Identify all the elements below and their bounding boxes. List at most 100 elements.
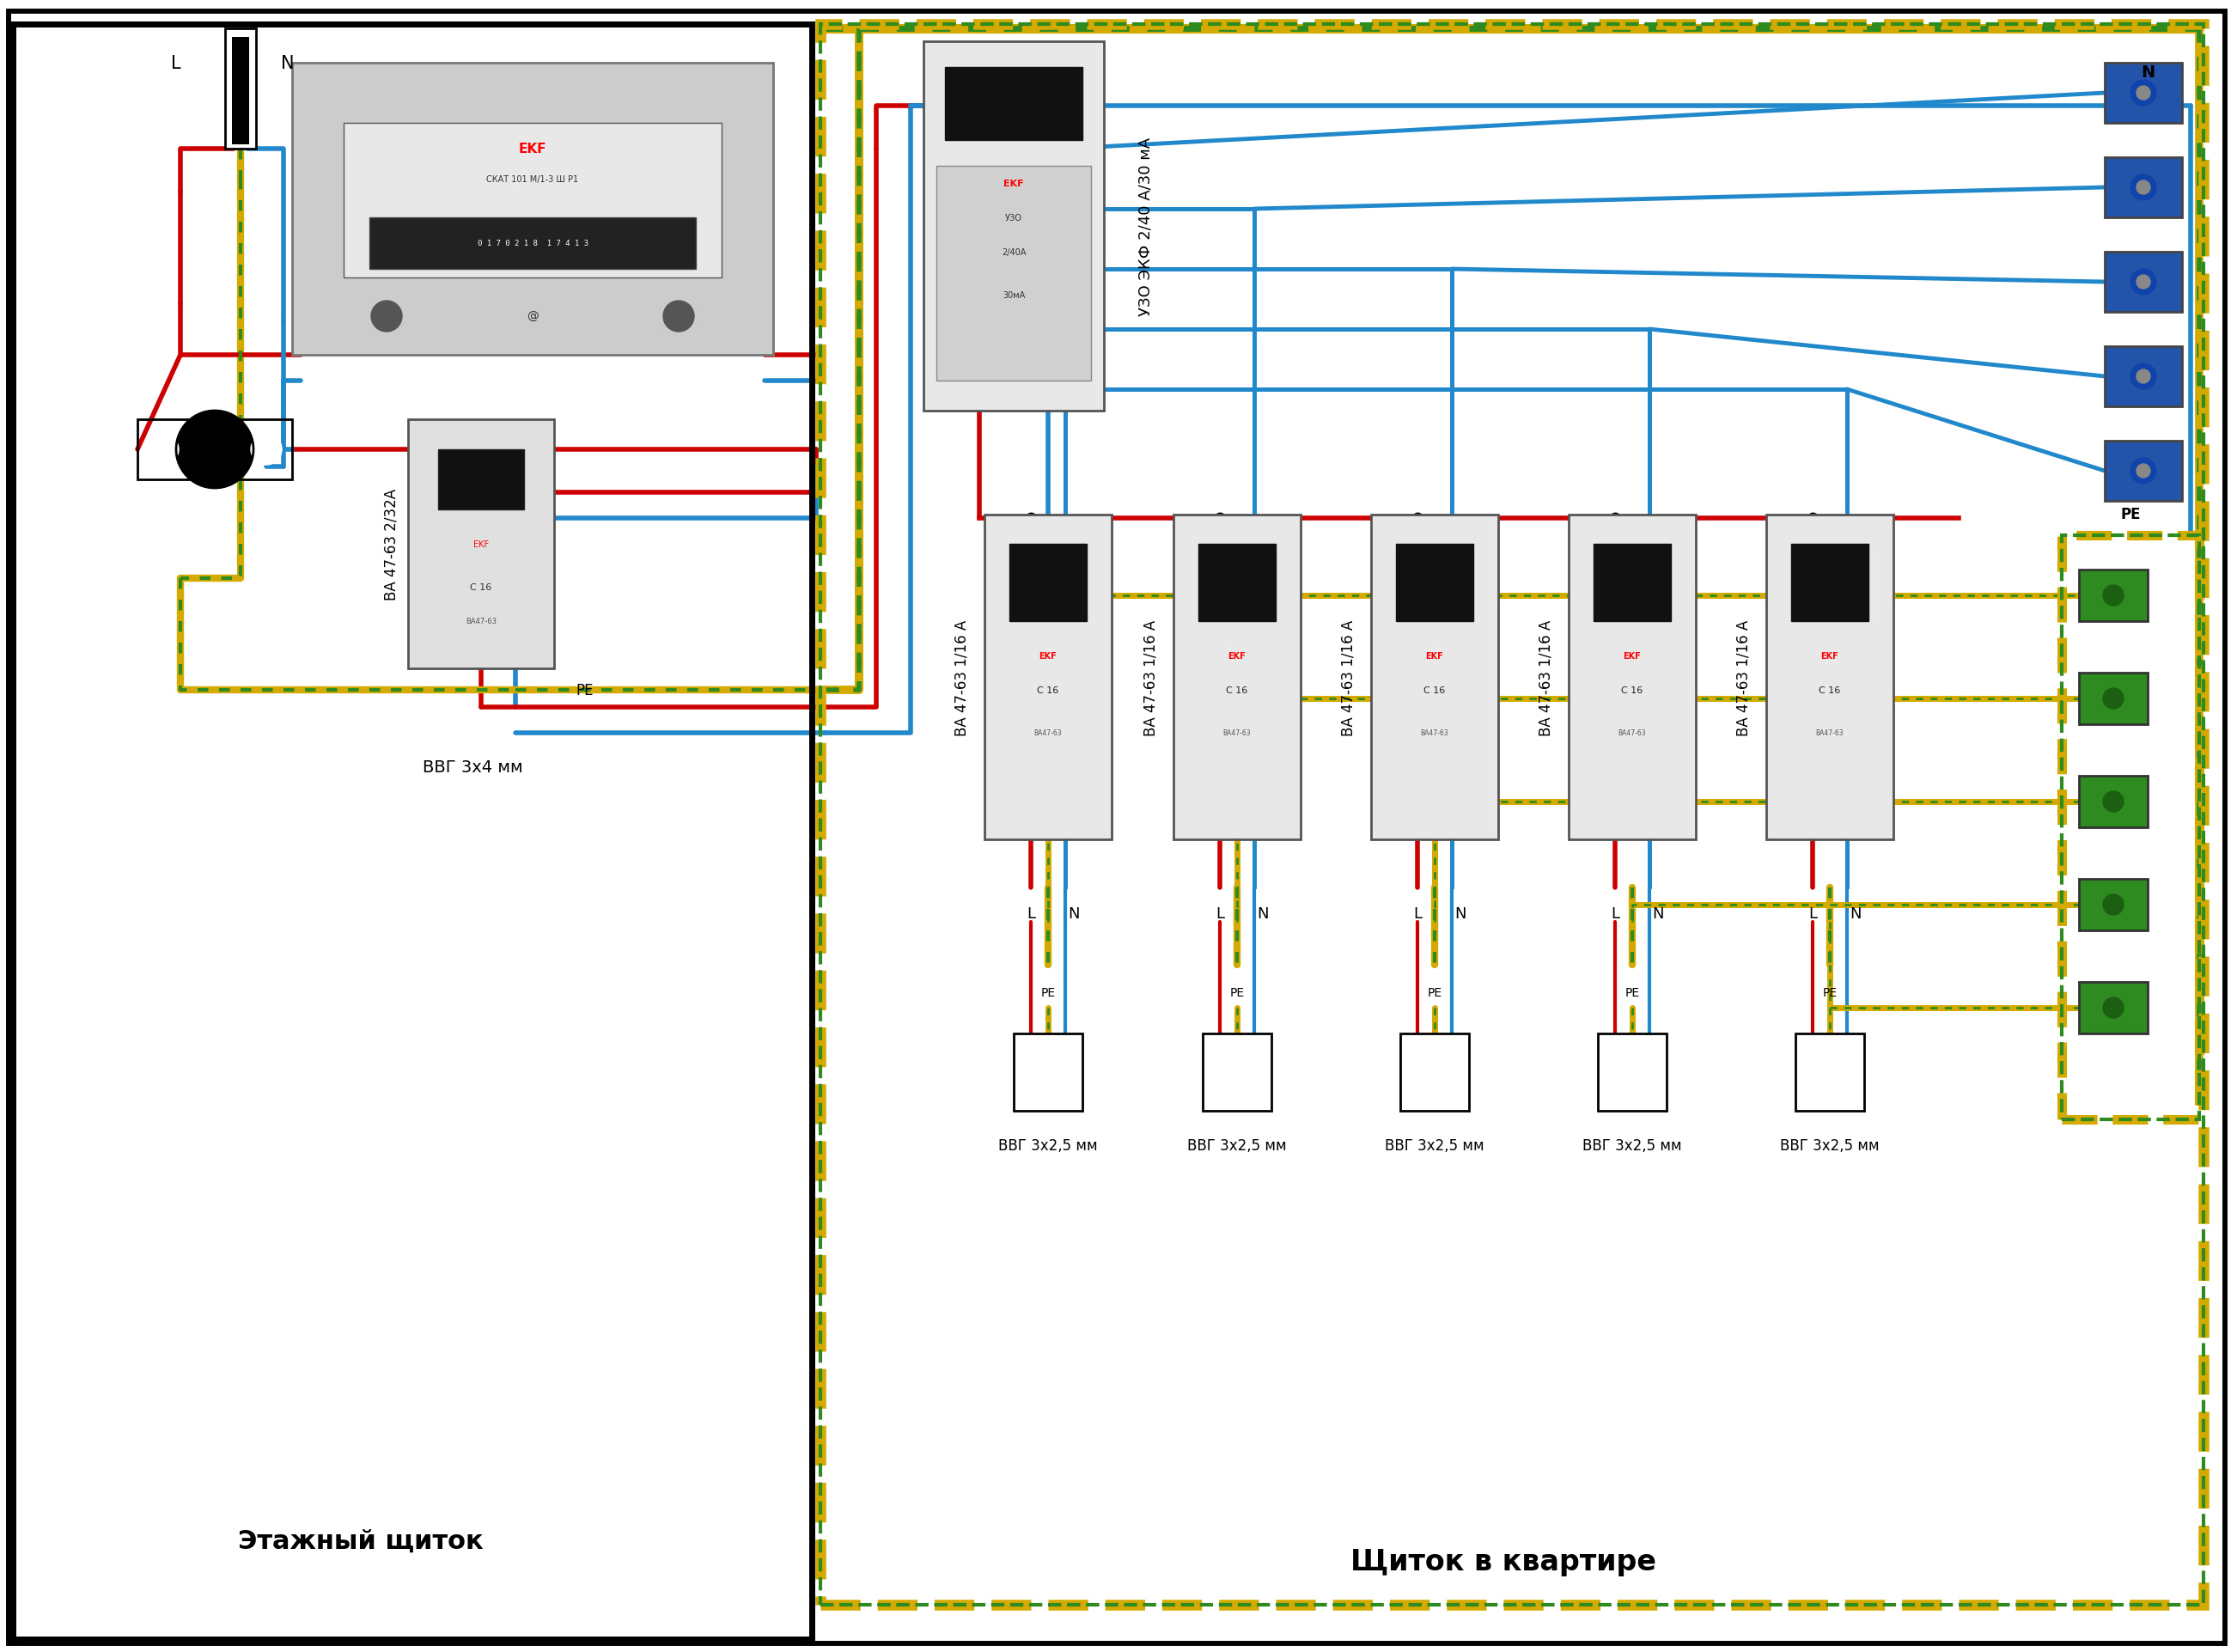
FancyBboxPatch shape xyxy=(1174,515,1300,839)
Text: ВА 47-63 1/16 А: ВА 47-63 1/16 А xyxy=(1736,620,1752,735)
Text: ВА47-63: ВА47-63 xyxy=(1420,730,1450,737)
Bar xyxy=(226,30,255,149)
Text: N: N xyxy=(1257,905,1268,922)
Circle shape xyxy=(2130,363,2156,390)
Text: Щиток в квартире: Щиток в квартире xyxy=(1351,1548,1655,1576)
Bar xyxy=(1199,545,1275,621)
Text: ВВГ 3х2,5 мм: ВВГ 3х2,5 мм xyxy=(1781,1138,1879,1153)
Text: C 16: C 16 xyxy=(1226,686,1248,694)
Text: N: N xyxy=(1454,905,1465,922)
Text: L: L xyxy=(1027,905,1036,922)
Bar xyxy=(1009,545,1087,621)
Circle shape xyxy=(177,411,253,489)
Bar xyxy=(2105,63,2181,124)
Bar xyxy=(13,25,812,1639)
Text: ВВГ 3х2,5 мм: ВВГ 3х2,5 мм xyxy=(1582,1138,1682,1153)
Text: L: L xyxy=(1611,905,1620,922)
Text: PE: PE xyxy=(575,682,593,699)
Circle shape xyxy=(2103,895,2123,915)
Bar xyxy=(2105,347,2181,406)
Bar xyxy=(2105,159,2181,218)
Text: УЗО: УЗО xyxy=(1004,213,1022,223)
Text: EKF: EKF xyxy=(1004,180,1025,188)
Bar xyxy=(344,124,723,278)
Bar xyxy=(2105,441,2181,502)
Bar xyxy=(2078,570,2148,621)
Text: L: L xyxy=(1414,905,1423,922)
Circle shape xyxy=(2136,464,2150,479)
Text: ВВГ 3х4 мм: ВВГ 3х4 мм xyxy=(423,760,523,776)
Text: 0 1 7 0 2 1 8  1 7 4 1 3: 0 1 7 0 2 1 8 1 7 4 1 3 xyxy=(476,240,588,248)
Bar xyxy=(136,420,293,481)
Text: Этажный щиток: Этажный щиток xyxy=(237,1528,483,1553)
FancyBboxPatch shape xyxy=(293,63,774,355)
Text: @: @ xyxy=(526,311,539,322)
Text: L: L xyxy=(170,55,181,73)
Text: N: N xyxy=(282,55,295,73)
Text: L: L xyxy=(1807,905,1816,922)
Text: C 16: C 16 xyxy=(1423,686,1445,694)
Text: ВВГ 3х2,5 мм: ВВГ 3х2,5 мм xyxy=(1188,1138,1286,1153)
Circle shape xyxy=(2103,998,2123,1018)
Bar xyxy=(1396,545,1474,621)
Circle shape xyxy=(2130,175,2156,202)
Bar xyxy=(1597,1034,1667,1112)
Text: ВА47-63: ВА47-63 xyxy=(1033,730,1063,737)
Bar xyxy=(13,25,812,1639)
Text: ВА47-63: ВА47-63 xyxy=(1617,730,1646,737)
FancyBboxPatch shape xyxy=(924,41,1103,411)
Text: УЗО ЭКФ 2/40 А/30 мА: УЗО ЭКФ 2/40 А/30 мА xyxy=(1139,137,1154,316)
Circle shape xyxy=(2136,370,2150,383)
Circle shape xyxy=(2103,689,2123,709)
FancyBboxPatch shape xyxy=(1371,515,1499,839)
Text: ВВГ 3х2,5 мм: ВВГ 3х2,5 мм xyxy=(998,1138,1098,1153)
FancyBboxPatch shape xyxy=(1767,515,1893,839)
FancyBboxPatch shape xyxy=(1568,515,1696,839)
Circle shape xyxy=(2136,86,2150,101)
Bar xyxy=(233,38,248,145)
Text: ВВГ 3х2,5 мм: ВВГ 3х2,5 мм xyxy=(1385,1138,1485,1153)
Bar xyxy=(2105,253,2181,312)
Text: N: N xyxy=(1067,905,1080,922)
Circle shape xyxy=(371,301,403,332)
Bar xyxy=(2078,672,2148,725)
Circle shape xyxy=(251,434,282,466)
Bar xyxy=(944,68,1083,140)
Circle shape xyxy=(2136,182,2150,195)
Text: ВА 47-63 1/16 А: ВА 47-63 1/16 А xyxy=(1340,620,1356,735)
Text: PE: PE xyxy=(2121,507,2141,522)
Text: PE: PE xyxy=(1230,986,1244,998)
Bar xyxy=(1792,545,1868,621)
Bar xyxy=(1593,545,1671,621)
Text: L: L xyxy=(1215,905,1224,922)
Text: ВА 47-63 2/32А: ВА 47-63 2/32А xyxy=(383,489,398,600)
Text: PE: PE xyxy=(1823,986,1837,998)
Text: EKF: EKF xyxy=(1821,651,1839,661)
Circle shape xyxy=(662,301,693,332)
Circle shape xyxy=(2130,459,2156,484)
Text: EKF: EKF xyxy=(474,540,490,548)
Circle shape xyxy=(2130,81,2156,106)
Text: ВА 47-63 1/16 А: ВА 47-63 1/16 А xyxy=(1539,620,1555,735)
Bar xyxy=(2078,879,2148,930)
Text: ВА47-63: ВА47-63 xyxy=(1816,730,1843,737)
FancyBboxPatch shape xyxy=(984,515,1112,839)
Text: EKF: EKF xyxy=(519,144,546,155)
Text: C 16: C 16 xyxy=(1622,686,1642,694)
Text: EKF: EKF xyxy=(1425,651,1443,661)
Circle shape xyxy=(2136,276,2150,289)
Text: PE: PE xyxy=(1427,986,1443,998)
Text: 30мА: 30мА xyxy=(1002,291,1025,299)
Text: EKF: EKF xyxy=(1228,651,1246,661)
Bar xyxy=(1400,1034,1470,1112)
Bar xyxy=(438,449,523,510)
Circle shape xyxy=(2130,269,2156,296)
Text: ВА 47-63 1/16 А: ВА 47-63 1/16 А xyxy=(955,620,971,735)
Bar xyxy=(2078,983,2148,1034)
Bar xyxy=(1204,1034,1271,1112)
Text: EKF: EKF xyxy=(1624,651,1642,661)
Text: PE: PE xyxy=(1624,986,1640,998)
Circle shape xyxy=(148,434,179,466)
Text: C 16: C 16 xyxy=(1038,686,1058,694)
Text: N: N xyxy=(1850,905,1861,922)
